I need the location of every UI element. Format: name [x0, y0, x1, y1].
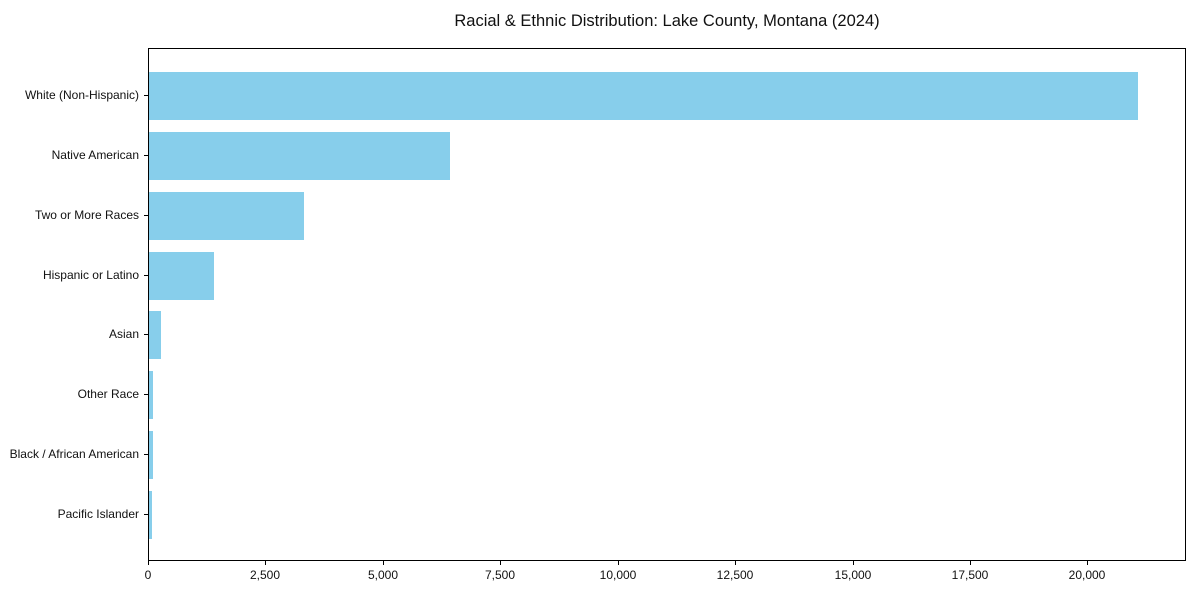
x-tick-label: 2,500 — [249, 568, 281, 582]
x-tick-label: 7,500 — [484, 568, 516, 582]
y-tick-mark — [144, 275, 148, 276]
y-axis-label: Native American — [51, 148, 139, 162]
bar — [149, 72, 1138, 120]
x-tick-label: 20,000 — [1068, 568, 1106, 582]
y-tick-mark — [144, 334, 148, 335]
x-tick-mark — [1087, 561, 1088, 565]
bar — [149, 311, 161, 359]
y-tick-mark — [144, 95, 148, 96]
y-axis-label: Pacific Islander — [57, 507, 139, 521]
y-axis-label: Black / African American — [9, 447, 139, 461]
x-tick-label: 10,000 — [599, 568, 637, 582]
x-tick-mark — [500, 561, 501, 565]
x-tick-label: 17,500 — [951, 568, 989, 582]
bar — [149, 371, 153, 419]
y-tick-mark — [144, 514, 148, 515]
y-axis-label: Other Race — [77, 387, 139, 401]
bar — [149, 132, 450, 180]
x-tick-mark — [383, 561, 384, 565]
plot-area — [148, 48, 1186, 561]
x-tick-label: 5,000 — [367, 568, 399, 582]
x-tick-mark — [970, 561, 971, 565]
y-tick-mark — [144, 215, 148, 216]
x-tick-mark — [853, 561, 854, 565]
bar — [149, 431, 153, 479]
x-tick-mark — [618, 561, 619, 565]
bar — [149, 252, 214, 300]
x-tick-mark — [265, 561, 266, 565]
y-axis-label: Two or More Races — [34, 208, 139, 222]
y-axis-label: White (Non-Hispanic) — [24, 88, 139, 102]
y-tick-mark — [144, 394, 148, 395]
x-tick-label: 15,000 — [834, 568, 872, 582]
x-tick-mark — [148, 561, 149, 565]
y-tick-mark — [144, 454, 148, 455]
bar — [149, 491, 152, 539]
x-tick-label: 12,500 — [716, 568, 754, 582]
x-tick-mark — [735, 561, 736, 565]
x-tick-label: 0 — [144, 568, 152, 582]
y-axis-label: Hispanic or Latino — [42, 268, 139, 282]
chart-title: Racial & Ethnic Distribution: Lake Count… — [454, 12, 880, 30]
bar — [149, 192, 304, 240]
y-axis-label: Asian — [108, 327, 139, 341]
y-tick-mark — [144, 155, 148, 156]
